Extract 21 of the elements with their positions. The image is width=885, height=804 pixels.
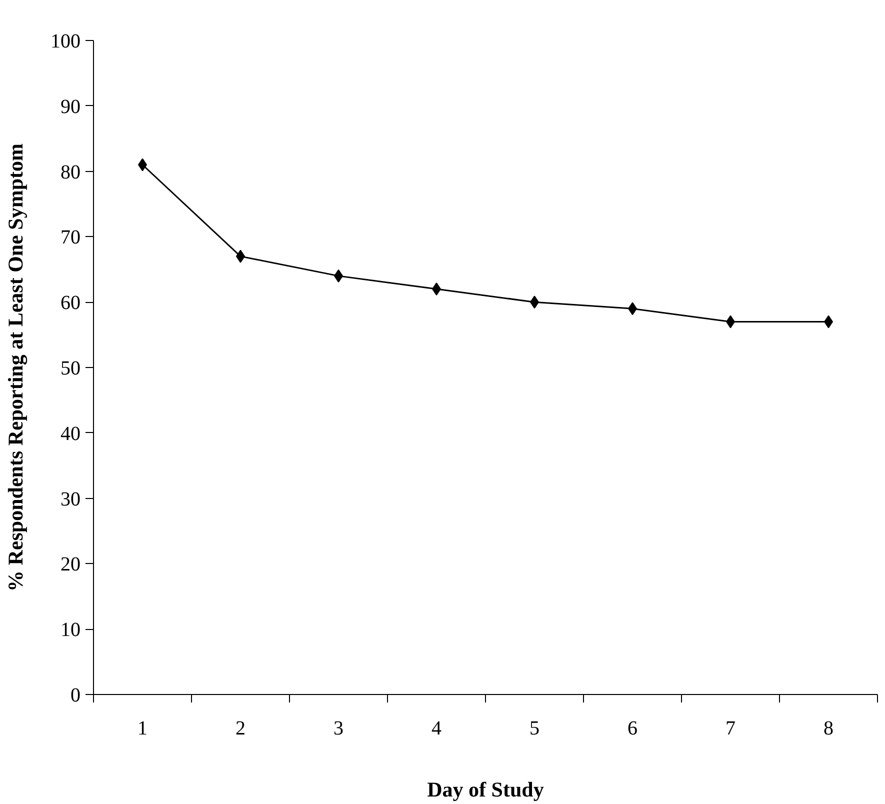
x-tick-label: 5 <box>530 718 540 740</box>
y-tick-label: 50 <box>60 358 80 380</box>
y-tick-label: 10 <box>60 619 80 642</box>
y-tick-label: 30 <box>60 488 80 510</box>
y-tick-label: 20 <box>60 554 80 576</box>
y-tick-label: 0 <box>70 684 80 706</box>
x-tick-label: 6 <box>628 718 638 740</box>
y-tick-label: 100 <box>50 30 80 52</box>
y-tick-label: 60 <box>60 292 80 314</box>
x-tick-label: 2 <box>236 718 246 740</box>
y-tick-label: 80 <box>60 161 80 184</box>
x-tick-label: 3 <box>334 718 344 740</box>
x-tick-label: 8 <box>824 718 834 740</box>
x-tick-label: 7 <box>726 718 736 740</box>
y-tick-label: 70 <box>60 226 80 249</box>
y-axis-title: % Respondents Reporting at Least One Symptom <box>4 142 28 592</box>
y-tick-label: 90 <box>60 96 80 118</box>
x-axis-title: Day of Study <box>427 778 544 802</box>
x-tick-label: 1 <box>138 718 148 740</box>
y-tick-label: 40 <box>60 422 80 445</box>
x-tick-label: 4 <box>432 718 442 740</box>
